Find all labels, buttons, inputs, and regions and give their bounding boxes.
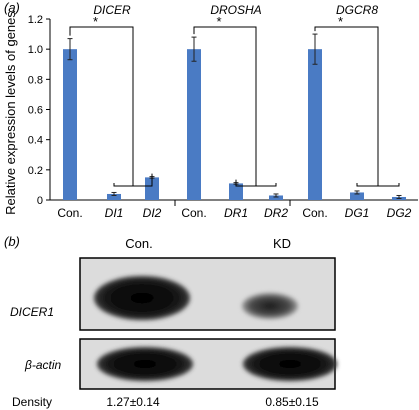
bar — [350, 192, 364, 200]
blot-band-dicer1-kd — [242, 293, 298, 319]
bar — [63, 49, 77, 200]
blot-lane-label-con: Con. — [125, 236, 152, 251]
y-tick-label: 0.4 — [28, 135, 43, 147]
y-tick-label: 1.0 — [28, 44, 43, 56]
significance-bracket-outer — [314, 26, 379, 186]
bar — [269, 195, 283, 200]
gene-title: DROSHA — [210, 3, 261, 17]
x-tick-label: DG2 — [387, 206, 412, 220]
density-value-kd: 0.85±0.15 — [265, 395, 319, 409]
bar — [145, 177, 159, 200]
significance-star: * — [93, 14, 98, 29]
y-tick-label: 1.2 — [28, 14, 43, 26]
x-tick-label: Con. — [57, 206, 82, 220]
gene-title: DGCR8 — [336, 3, 378, 17]
x-tick-label: Con. — [302, 206, 327, 220]
significance-bracket-outer — [193, 26, 257, 186]
y-tick-label: 0.2 — [28, 165, 43, 177]
blot-band-actin-kd — [243, 347, 337, 381]
y-tick-label: 0.6 — [28, 105, 43, 117]
significance-bracket-outer — [69, 26, 134, 186]
western-blot: Con. KD DICER1 β-actin Density 1.27±0.14… — [10, 236, 337, 409]
bar — [187, 49, 201, 200]
x-tick-label: DI2 — [143, 206, 162, 220]
x-tick-label: Con. — [181, 206, 206, 220]
blot-band-dicer1-con — [94, 276, 190, 320]
gene-title: DICER — [93, 3, 131, 17]
blot-lane-label-kd: KD — [273, 236, 291, 251]
x-tick-label: DR2 — [264, 206, 288, 220]
bar — [229, 183, 243, 200]
bar — [107, 193, 121, 200]
panel-label-a: (a) — [4, 0, 20, 15]
blot-row-label-dicer1: DICER1 — [10, 305, 54, 319]
x-tick-label: DI1 — [105, 206, 124, 220]
blot-band-actin-con — [97, 347, 193, 381]
x-tick-label: DR1 — [224, 206, 248, 220]
panel-label-b: (b) — [4, 234, 20, 249]
significance-star: * — [338, 14, 343, 29]
x-tick-label: DG1 — [345, 206, 370, 220]
bar — [308, 49, 322, 200]
y-axis-label: Relative expression levels of genes — [3, 11, 18, 215]
density-value-con: 1.27±0.14 — [106, 395, 160, 409]
y-tick-label: 0 — [37, 195, 43, 207]
y-tick-label: 0.8 — [28, 74, 43, 86]
blot-row-label-actin: β-actin — [24, 358, 62, 372]
significance-star: * — [216, 14, 221, 29]
density-label: Density — [12, 395, 52, 409]
